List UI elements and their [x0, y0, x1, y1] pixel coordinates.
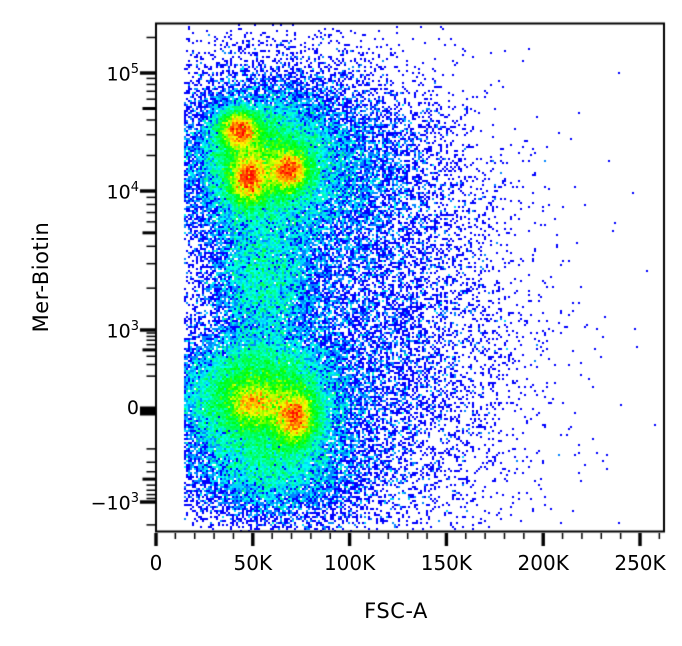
y-tick-label: 105 [107, 59, 139, 85]
x-tick-label: 200K [517, 551, 569, 575]
x-axis-title: FSC-A [364, 599, 428, 623]
y-tick-label-exponent: 4 [130, 180, 139, 195]
y-axis-title: Mer-Biotin [29, 221, 53, 333]
x-tick-label: 0 [149, 551, 163, 575]
y-tick-label-base: 10 [106, 320, 131, 343]
y-tick-label-base: −10 [90, 492, 131, 515]
y-tick-label-base: 0 [126, 397, 139, 419]
x-tick-label: 250K [614, 551, 666, 575]
y-tick-label-exponent: 3 [130, 491, 139, 506]
x-tick-label: 100K [323, 551, 376, 575]
y-tick-label-base: 10 [106, 181, 131, 204]
y-tick-label: 103 [107, 316, 139, 342]
y-tick-label-exponent: 5 [130, 62, 139, 77]
x-tick-label: 50K [233, 551, 273, 575]
y-tick-label-exponent: 3 [130, 319, 139, 334]
x-tick-label: 150K [420, 551, 473, 575]
y-tick-label: 104 [107, 177, 139, 203]
y-tick-label: 0 [127, 397, 139, 419]
y-tick-label-base: 10 [106, 63, 131, 86]
y-tick-label: −103 [91, 488, 139, 514]
